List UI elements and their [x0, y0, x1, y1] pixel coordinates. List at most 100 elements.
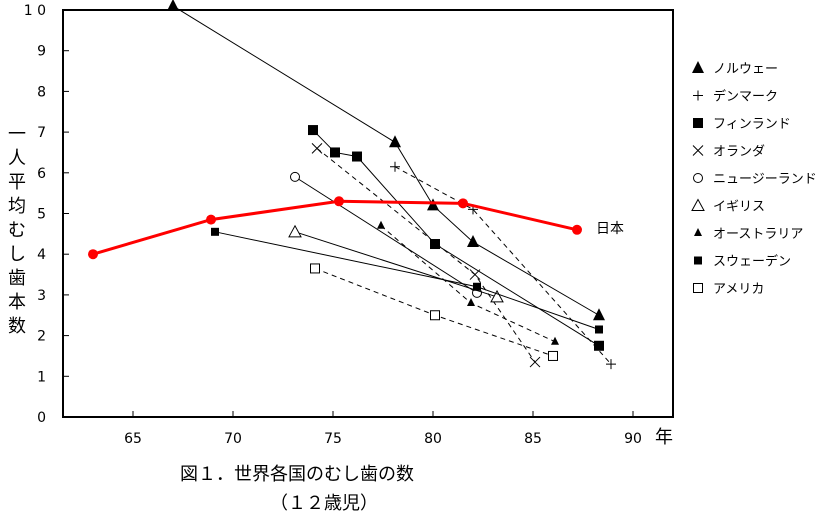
series-4-point	[529, 356, 541, 368]
y-axis-label-char: 本	[8, 292, 26, 313]
series-3	[308, 125, 604, 351]
legend-item: フィンランド	[693, 117, 791, 132]
series-2-point-shape	[390, 161, 400, 172]
legend-marker-shape	[694, 256, 702, 265]
series-4-point-shape	[311, 143, 323, 154]
series-5	[290, 171, 482, 298]
series-8-line	[214, 231, 600, 330]
y-tick-label: 8	[37, 84, 46, 100]
series-1-line	[172, 5, 600, 316]
y-axis-label-char: 人	[8, 148, 26, 169]
series-1-point-shape	[467, 234, 479, 247]
legend: ノルウェーデンマークフィンランドオランダニュージーランドイギリスオーストラリアス…	[691, 61, 817, 297]
series-5-point	[290, 171, 300, 182]
series-0-point	[572, 224, 582, 235]
y-tick-label: 0	[37, 410, 46, 426]
series-3-point-shape	[430, 239, 440, 250]
series-1-point	[467, 234, 479, 247]
series-0	[88, 196, 582, 260]
series-2-line	[394, 166, 612, 365]
series-3-point-shape	[594, 340, 604, 351]
series-5-point-shape	[290, 171, 300, 182]
series-0-line	[92, 199, 578, 256]
series-3-line	[312, 129, 600, 347]
series-9	[310, 263, 558, 361]
series-3-point	[330, 147, 340, 158]
legend-marker	[693, 283, 703, 293]
series-9-point-shape	[310, 263, 320, 274]
series-0-point-shape	[88, 249, 98, 260]
legend-label: スウェーデン	[713, 254, 791, 270]
legend-marker-shape	[693, 283, 703, 293]
series-1-point	[427, 198, 439, 211]
x-tick-label: 70	[224, 431, 242, 447]
x-tick-group: 65 70 75 80 85 90	[124, 411, 642, 447]
legend-marker-shape	[694, 228, 702, 236]
series-4-point	[469, 269, 481, 280]
series-7-point-shape	[551, 336, 559, 345]
legend-marker-shape	[693, 90, 703, 101]
series-6-point-shape	[288, 224, 302, 238]
x-tick-label: 80	[424, 431, 442, 447]
legend-item: スウェーデン	[694, 254, 791, 270]
series-2-point-shape	[606, 359, 616, 370]
legend-marker	[693, 118, 703, 128]
series-7-point	[377, 220, 385, 229]
legend-marker-shape	[693, 118, 703, 128]
series-9-point-shape	[430, 310, 440, 321]
series-7-point	[467, 298, 475, 307]
caption-line-1: 図１．世界各国のむし歯の数	[180, 464, 414, 485]
series-3-point	[308, 125, 318, 136]
legend-item: ノルウェー	[692, 61, 778, 77]
x-tick-label: 90	[624, 431, 642, 447]
legend-marker-shape	[691, 198, 705, 211]
series-3-point	[594, 340, 604, 351]
y-tick-label: 3	[37, 288, 46, 304]
series-3-point	[430, 239, 440, 250]
legend-label: ノルウェー	[713, 62, 778, 77]
series-9-point	[310, 263, 320, 274]
y-tick-label: 1 0	[24, 3, 46, 19]
series-8-point-shape	[595, 325, 603, 334]
series-6-line	[294, 231, 498, 298]
y-tick-group: 0 1 2 3 4 5 6 7 8 9 1 0	[24, 3, 69, 426]
y-axis-label-char: 平	[8, 172, 26, 193]
series-0-point	[458, 198, 468, 209]
series-6-point	[288, 224, 302, 238]
y-tick-label: 4	[37, 247, 46, 263]
series-8	[211, 227, 603, 334]
legend-marker	[692, 61, 704, 73]
series-1-point-shape	[427, 198, 439, 211]
legend-marker-shape	[693, 173, 703, 183]
legend-item: デンマーク	[693, 89, 778, 105]
legend-marker-shape	[692, 145, 704, 156]
series-9-point	[430, 310, 440, 321]
legend-item: アメリカ	[693, 282, 764, 297]
series-2	[390, 161, 616, 370]
series-1-point	[389, 135, 401, 148]
series-1	[167, 0, 605, 321]
series-2-point	[390, 161, 400, 172]
series-7-line	[380, 225, 556, 343]
series-7-point-shape	[377, 220, 385, 229]
y-axis-label-char: 一	[8, 124, 26, 145]
y-axis-label-char: 数	[8, 316, 26, 337]
legend-label: アメリカ	[713, 282, 764, 297]
legend-item: イギリス	[691, 198, 765, 215]
y-tick-label: 7	[37, 125, 46, 141]
series-8-point	[211, 227, 219, 236]
legend-item: ニュージーランド	[693, 172, 817, 187]
legend-label: イギリス	[713, 200, 765, 215]
series-3-point-shape	[308, 125, 318, 136]
series-1-point	[593, 308, 605, 321]
legend-marker	[694, 256, 702, 265]
y-axis-label-char: む	[8, 220, 26, 241]
y-axis-label-char: し	[8, 244, 26, 265]
legend-label: オーストラリア	[713, 227, 803, 242]
series-0-point	[334, 196, 344, 207]
series-0-point-shape	[458, 198, 468, 209]
y-tick-label: 6	[37, 166, 46, 182]
y-tick-label: 2	[37, 329, 46, 345]
legend-marker	[693, 90, 703, 101]
